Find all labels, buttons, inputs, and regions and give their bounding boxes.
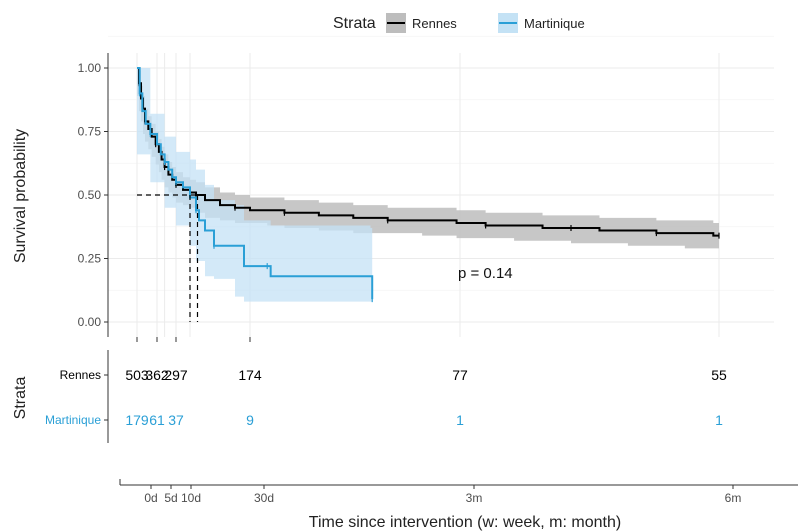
x-tick-label: 6m [725,491,742,505]
y-tick-label: 0.50 [78,188,102,202]
risk-count: 37 [168,412,184,428]
y-tick-label: 1.00 [78,61,102,75]
risk-count: 503 [125,367,149,383]
x-axis-title: Time since intervention (w: week, m: mon… [309,514,621,531]
risk-count: 77 [452,367,468,383]
confidence-band-martinique [137,68,373,302]
confidence-band-rennes [137,68,719,249]
legend-label-martinique: Martinique [524,16,585,31]
plot-area: 0.00 0.25 0.50 0.75 1.00 p = 0.14 [78,35,774,337]
y-tick-label: 0.25 [78,252,102,266]
risk-count: 55 [711,367,727,383]
risk-count: 297 [164,367,188,383]
y-axis-title: Survival probability [12,129,29,263]
risk-count: 362 [145,367,169,383]
risk-count: 9 [246,412,254,428]
risk-count: 61 [149,412,165,428]
survival-curve-martinique [137,67,374,300]
x-tick-label: 30d [254,491,274,505]
risk-row-label-rennes: Rennes [60,368,101,382]
x-axis: 0d 5d 10d 30d 3m 6m Time since intervention (… [119,479,798,531]
x-tick-label: 0d [144,491,157,505]
y-tick-label: 0.00 [78,315,102,329]
risk-count: 1 [715,412,723,428]
x-tick-label: 3m [466,491,483,505]
y-tick-label: 0.75 [78,125,102,139]
risk-count: 1 [456,412,464,428]
x-tick-label: 10d [181,491,201,505]
risk-row-label-martinique: Martinique [45,413,101,427]
p-value-annotation: p = 0.14 [458,265,513,282]
risk-count: 179 [125,412,149,428]
legend-title: Strata [333,15,376,32]
x-tick-label: 5d [164,491,177,505]
survival-curve-rennes [137,67,719,237]
risk-count: 174 [238,367,262,383]
legend-label-rennes: Rennes [412,16,457,31]
legend: Strata Rennes Martinique [333,13,585,33]
risk-table-title: Strata [12,377,29,420]
